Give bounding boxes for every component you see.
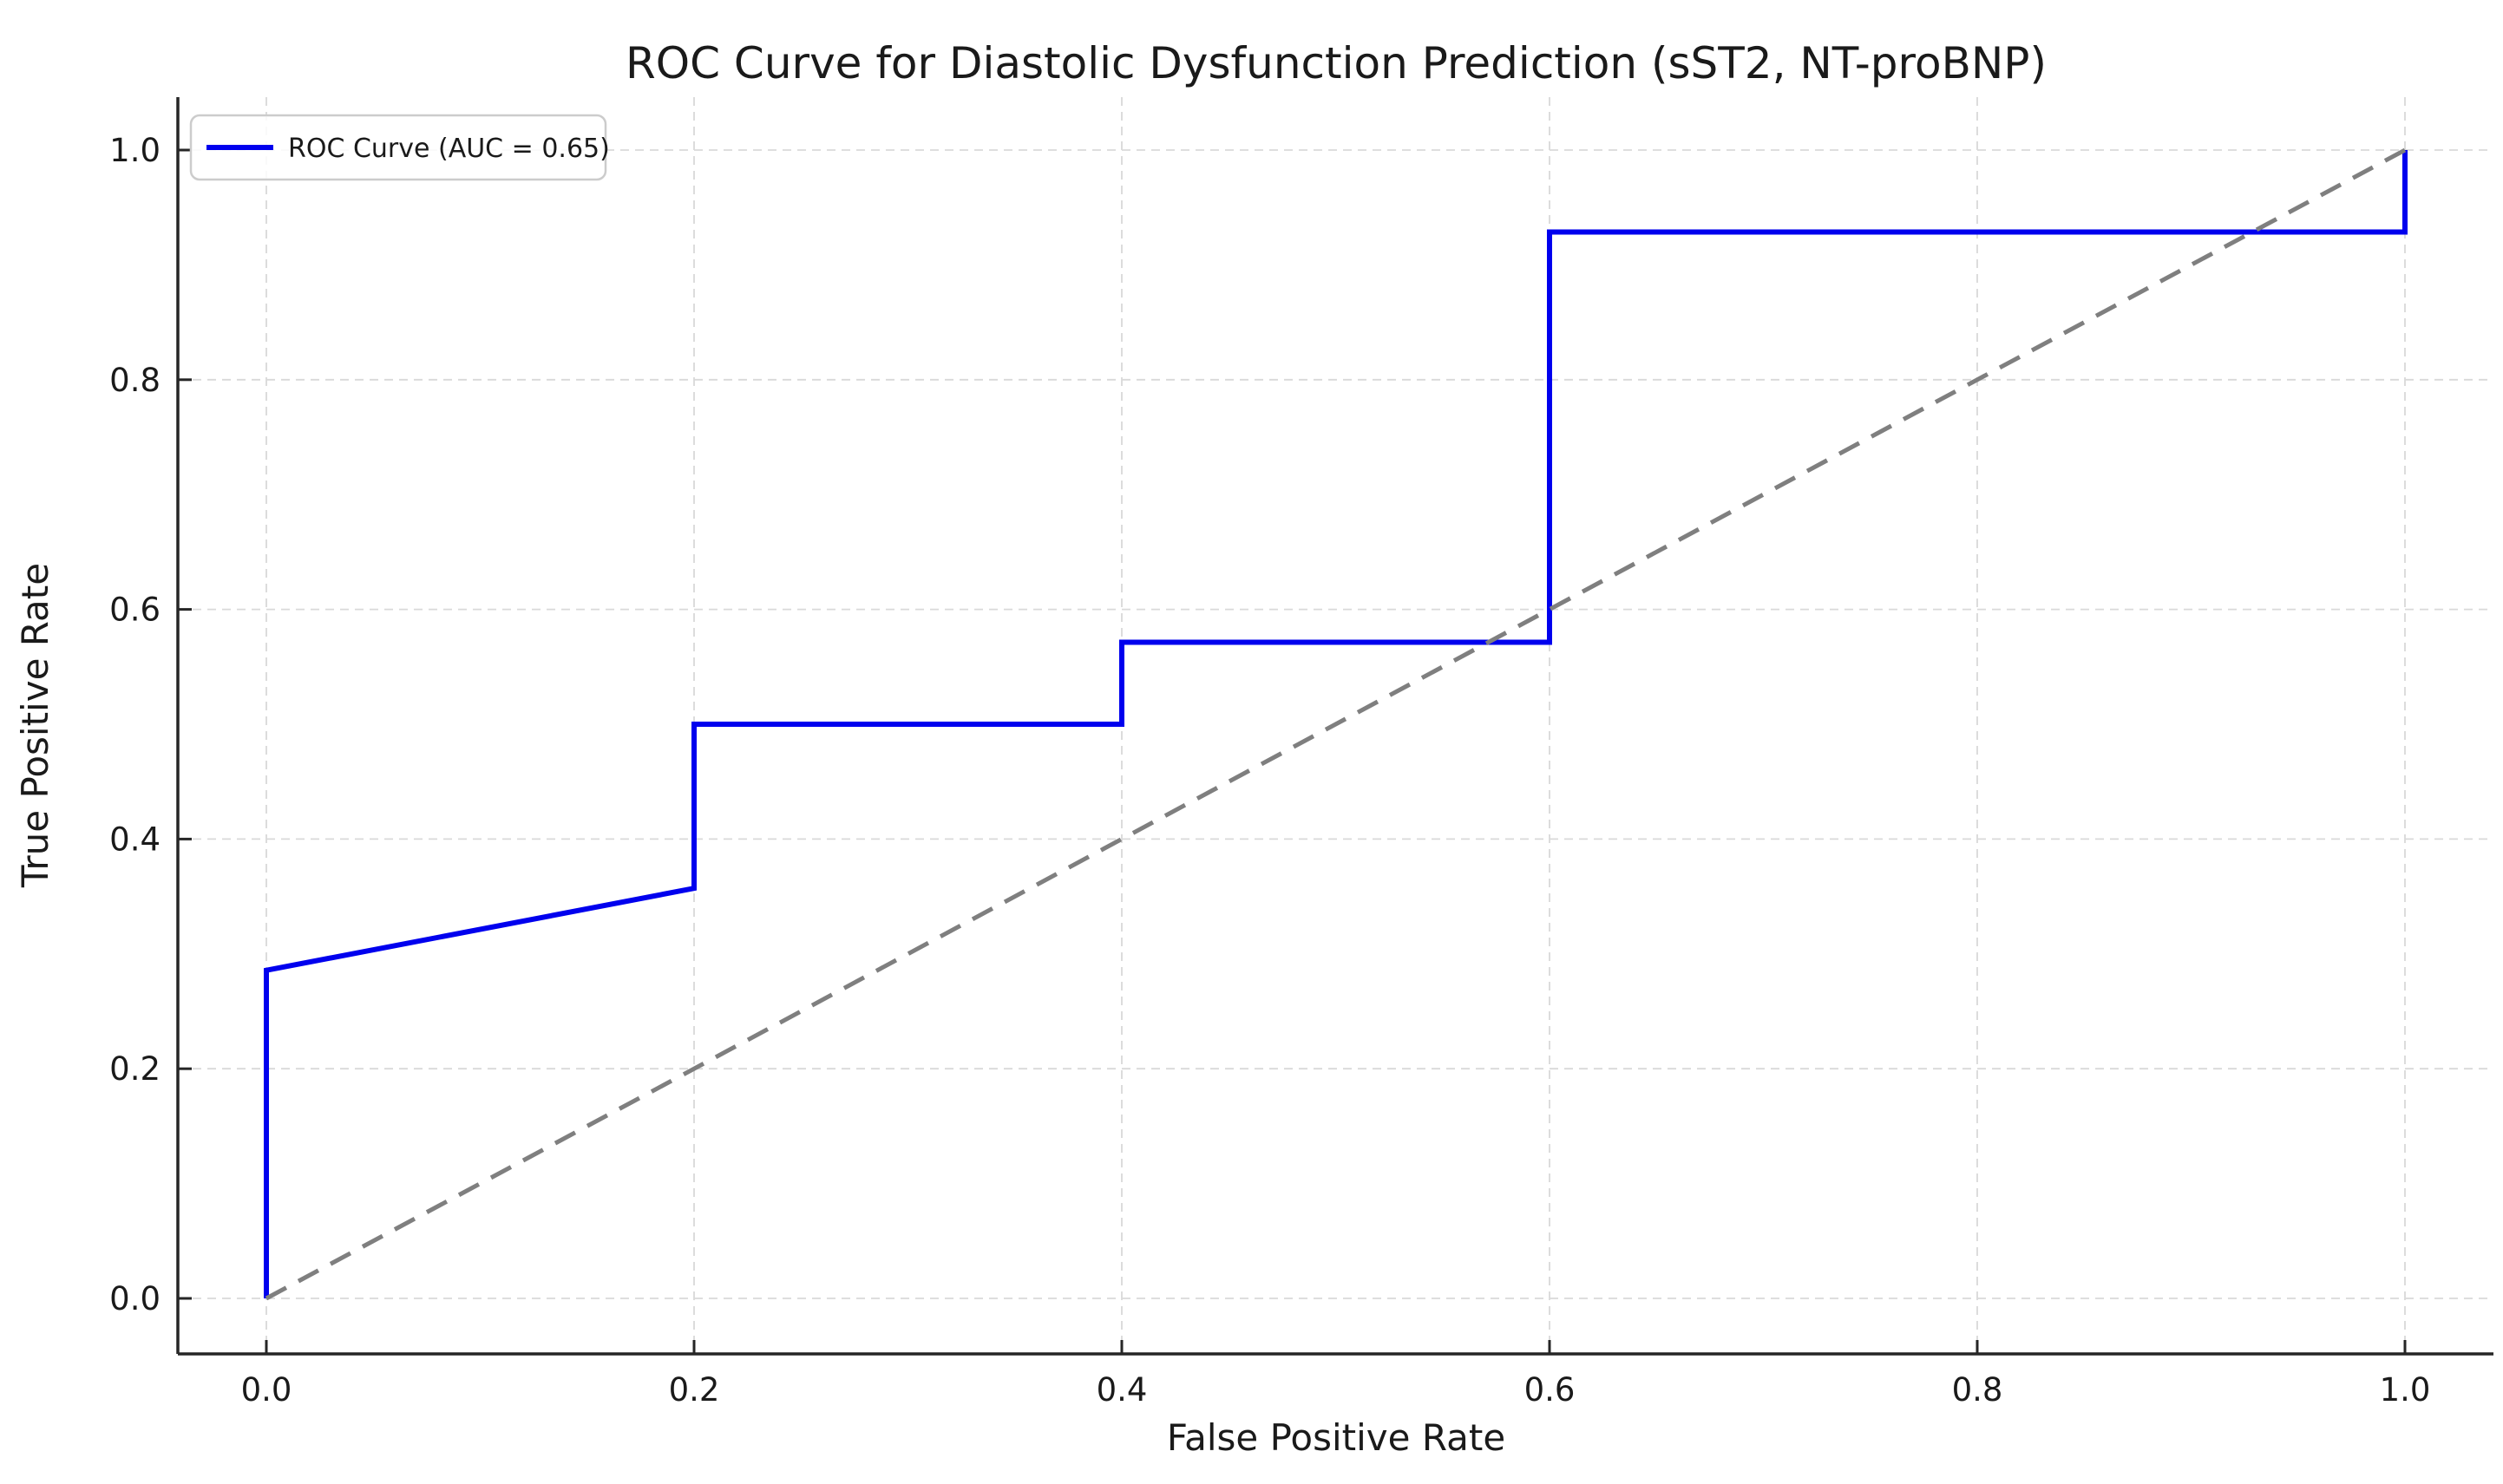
x-tick-label: 0.8	[1952, 1371, 2003, 1409]
x-tick-label: 0.6	[1524, 1371, 1576, 1409]
chance-diagonal-line	[265, 147, 2407, 1301]
series-layer	[264, 147, 2408, 1301]
x-tick-label: 0.2	[669, 1371, 720, 1409]
spine-layer	[176, 97, 2493, 1356]
x-tick-label: 1.0	[2380, 1371, 2431, 1409]
y-axis-label: True Positive Rate	[14, 563, 56, 888]
y-tick-label: 0.8	[109, 362, 161, 399]
legend: ROC Curve (AUC = 0.65)	[189, 114, 610, 181]
y-tick-label: 0.6	[109, 592, 161, 629]
tick-layer: 0.0 0.2 0.4 0.6 0.8 1.0 0.0 0.2 0.4 0.6 0.8 1.0	[109, 132, 2430, 1409]
y-tick-label: 0.4	[109, 820, 161, 858]
legend-box	[189, 114, 607, 181]
y-tick-label: 1.0	[109, 132, 161, 169]
chart-title: ROC Curve for Diastolic Dysfunction Pred…	[626, 38, 2047, 88]
x-axis-label: False Positive Rate	[1167, 1416, 1505, 1459]
legend-roc-label: ROC Curve (AUC = 0.65)	[288, 134, 610, 164]
y-tick-label: 0.0	[109, 1280, 161, 1317]
x-tick-label: 0.4	[1097, 1371, 1148, 1409]
y-tick-label: 0.2	[109, 1050, 161, 1088]
roc-curve-line	[264, 150, 2408, 1298]
x-tick-label: 0.0	[241, 1371, 292, 1409]
